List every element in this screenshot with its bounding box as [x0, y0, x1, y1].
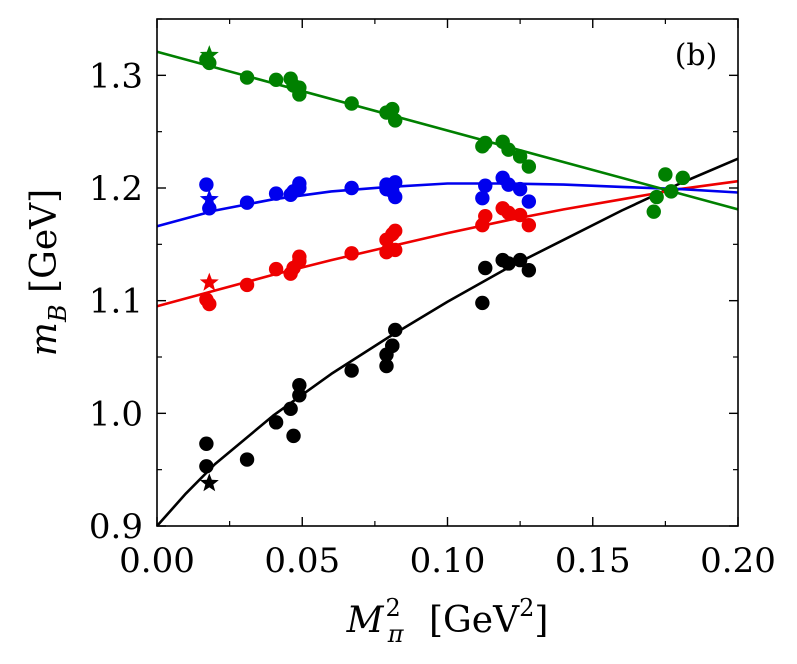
- data-point-1: [268, 261, 284, 277]
- data-point-0: [286, 428, 301, 444]
- data-point-3: [663, 184, 679, 199]
- data-point-0: [268, 415, 284, 430]
- data-point-0: [344, 363, 359, 378]
- data-point-1: [388, 223, 403, 239]
- data-point-3: [388, 113, 403, 128]
- data-point-0: [239, 452, 255, 467]
- data-point-2: [478, 178, 493, 193]
- data-point-3: [646, 204, 661, 219]
- data-point-3: [385, 101, 400, 117]
- y-label-unit: [GeV]: [24, 189, 65, 305]
- data-point-3: [649, 189, 664, 205]
- x-tick-label: 0.15: [555, 541, 631, 581]
- x-tick-label: 0.05: [264, 541, 340, 581]
- data-point-1: [239, 277, 255, 293]
- panel-label: (b): [675, 38, 718, 73]
- x-label-unit-superscript: 2: [519, 594, 534, 622]
- data-point-2: [388, 175, 403, 190]
- y-axis-label: mB [GeV]: [24, 189, 72, 356]
- data-point-0: [199, 436, 214, 451]
- x-axis-label: M2 π [GeV2]: [346, 594, 549, 648]
- y-tick-label: 0.9: [89, 507, 143, 547]
- x-label-unit-close: ]: [534, 600, 548, 641]
- data-point-2: [388, 189, 403, 205]
- x-label-symbol: M: [346, 600, 385, 641]
- data-point-0: [292, 377, 307, 393]
- data-point-3: [521, 159, 537, 174]
- data-point-2: [521, 194, 537, 209]
- data-point-2: [292, 176, 307, 191]
- star-point-0: [199, 473, 219, 492]
- data-point-3: [501, 142, 516, 157]
- axis-ticks: [156, 18, 739, 527]
- data-point-0: [379, 358, 394, 374]
- star-point-2: [199, 189, 219, 208]
- data-point-0: [475, 295, 490, 311]
- data-point-3: [658, 167, 673, 182]
- data-point-1: [344, 246, 359, 261]
- data-point-2: [512, 181, 528, 197]
- data-point-2: [501, 177, 516, 192]
- data-point-0: [521, 263, 537, 278]
- data-point-3: [292, 87, 307, 102]
- data-point-2: [239, 195, 255, 210]
- star-point-1: [199, 272, 219, 291]
- data-point-0: [199, 459, 214, 474]
- data-point-0: [501, 256, 516, 271]
- data-point-0: [385, 338, 400, 353]
- data-point-1: [478, 208, 493, 224]
- y-tick-label: 1.0: [89, 394, 143, 434]
- data-point-3: [478, 135, 493, 151]
- data-point-3: [512, 149, 528, 164]
- y-label-symbol: m: [24, 322, 65, 356]
- data-point-0: [512, 252, 528, 268]
- x-label-superscript: 2: [385, 594, 400, 622]
- data-point-1: [202, 296, 217, 312]
- x-tick-label: 0.10: [410, 541, 486, 581]
- fit-curve-1: [156, 179, 739, 308]
- y-tick-label: 1.1: [89, 282, 143, 322]
- data-point-0: [478, 260, 493, 276]
- y-tick-label: 1.3: [89, 56, 143, 96]
- data-point-3: [268, 72, 284, 88]
- data-point-1: [521, 217, 537, 233]
- data-point-0: [388, 322, 403, 338]
- star-point-3: [199, 45, 219, 64]
- data-point-0: [292, 388, 307, 403]
- x-tick-label: 0.00: [119, 541, 195, 581]
- plot-frame: [156, 18, 739, 527]
- data-point-1: [512, 207, 528, 223]
- data-point-0: [283, 401, 298, 417]
- data-point-2: [268, 186, 284, 201]
- data-point-3: [675, 170, 691, 186]
- data-point-1: [292, 249, 307, 264]
- x-label-unit: [GeV: [418, 600, 521, 641]
- data-point-2: [199, 177, 214, 192]
- data-point-1: [501, 205, 516, 220]
- data-point-3: [239, 70, 255, 85]
- y-tick-label: 1.2: [89, 169, 143, 209]
- x-label-subscript: π: [387, 620, 405, 648]
- data-point-2: [344, 180, 359, 196]
- data-point-3: [344, 96, 359, 111]
- data-points: [199, 45, 691, 492]
- x-tick-label: 0.20: [700, 541, 776, 581]
- data-point-1: [388, 242, 403, 258]
- y-label-subscript: B: [44, 304, 72, 323]
- data-point-2: [475, 190, 490, 206]
